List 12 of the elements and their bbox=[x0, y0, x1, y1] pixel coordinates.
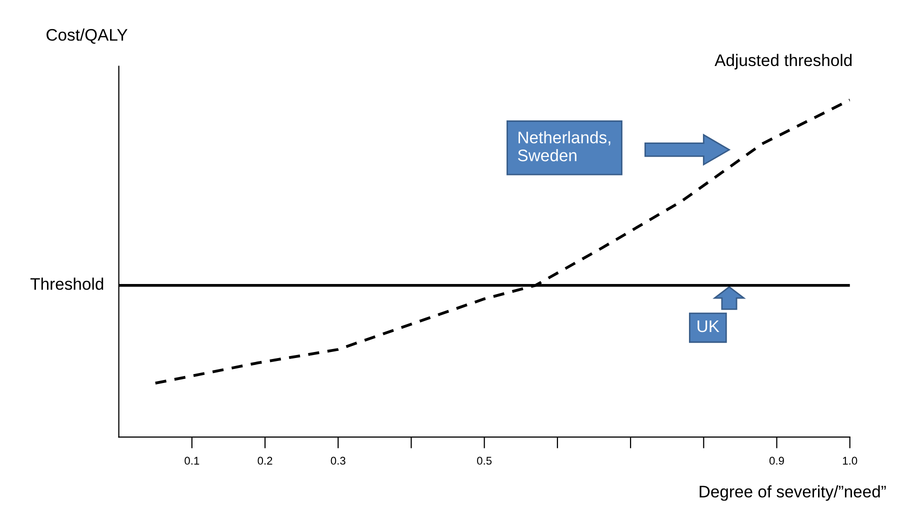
y-axis-title: Cost/QALY bbox=[46, 28, 128, 44]
annotation: UK bbox=[698, 320, 720, 332]
annotation: Netherlands, Sweden bbox=[518, 131, 610, 162]
x-tick-label: 0.9 bbox=[769, 456, 784, 465]
x-tick-label: 0.1 bbox=[184, 456, 200, 465]
x-axis-title: Degree of severity/”need” bbox=[700, 485, 886, 501]
series-label: Adjusted threshold bbox=[714, 54, 852, 70]
x-tick-label: 1.0 bbox=[842, 456, 858, 465]
ref-line-label: Threshold bbox=[30, 278, 104, 290]
x-tick-label: 0.2 bbox=[258, 456, 272, 465]
x-tick-label: 0.5 bbox=[477, 456, 492, 465]
x-tick-label: 0.3 bbox=[330, 456, 346, 465]
